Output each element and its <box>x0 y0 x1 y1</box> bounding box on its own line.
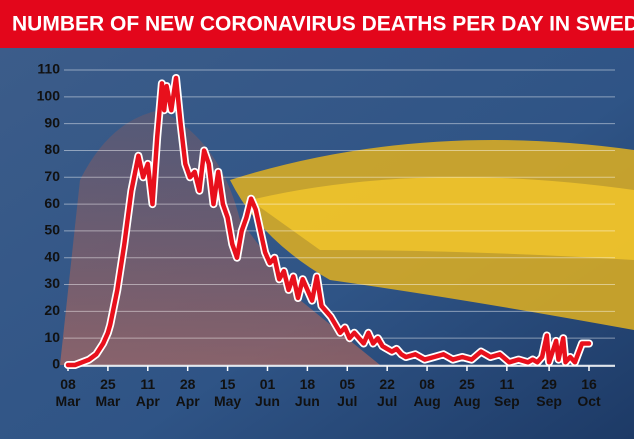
line <box>65 75 592 368</box>
x-tick-label-day: 11 <box>140 376 155 392</box>
x-tick-label-month: Mar <box>56 393 81 409</box>
y-tick-label: 10 <box>44 329 60 345</box>
x-tick-label-day: 25 <box>100 376 116 392</box>
x-tick-label: 25 Aug <box>453 376 480 409</box>
x-tick-label: 16 Oct <box>577 376 601 409</box>
x-tick-label: 01 Jun <box>255 376 280 409</box>
x-tick-label-month: Sep <box>494 393 520 409</box>
x-tick-label-day: 16 <box>581 376 597 392</box>
y-tick-label: 0 <box>52 356 60 372</box>
x-tick-label-month: Oct <box>577 393 601 409</box>
x-tick-label-month: Apr <box>176 393 201 409</box>
chart-title: NUMBER OF NEW CORONAVIRUS DEATHS PER DAY… <box>12 13 634 36</box>
x-tick-label-day: 28 <box>180 376 196 392</box>
x-tick-label-day: 25 <box>459 376 475 392</box>
flag-band-light <box>250 177 634 260</box>
x-tick-label: 22 Jul <box>377 376 397 409</box>
x-tick-label-day: 29 <box>541 376 557 392</box>
x-tick-label-month: Jul <box>377 393 397 409</box>
y-tick-label: 70 <box>44 168 60 184</box>
x-tick-label-day: 11 <box>499 376 514 392</box>
x-tick-label: 25 Mar <box>95 376 120 409</box>
y-tick-label: 100 <box>37 88 61 104</box>
x-tick-label-month: Jul <box>337 393 357 409</box>
x-tick-label: 08 Mar <box>56 376 81 409</box>
x-tick-label-month: Aug <box>453 393 480 409</box>
x-tick-label-month: Apr <box>136 393 161 409</box>
y-tick-label: 80 <box>44 141 60 157</box>
x-tick-label: 05 Jul <box>337 376 357 409</box>
x-tick-label-month: May <box>214 393 241 409</box>
x-tick-label: 15 May <box>214 376 241 409</box>
x-tick-label: 08 Aug <box>413 376 440 409</box>
y-tick-label: 90 <box>44 114 60 130</box>
x-tick-label-month: Sep <box>536 393 562 409</box>
x-tick-label-day: 15 <box>220 376 236 392</box>
x-tick-label-day: 08 <box>419 376 435 392</box>
x-tick-label-month: Aug <box>413 393 440 409</box>
x-tick-label: 11 Apr <box>136 376 161 409</box>
title-bar <box>0 0 634 48</box>
x-tick-label-month: Mar <box>95 393 120 409</box>
x-tick-label-day: 08 <box>60 376 76 392</box>
x-tick-label-month: Jun <box>255 393 280 409</box>
x-tick-label: 29 Sep <box>536 376 562 409</box>
x-tick-label-day: 22 <box>379 376 395 392</box>
x-tick-label: 28 Apr <box>176 376 201 409</box>
x-tick-label-day: 05 <box>339 376 355 392</box>
y-tick-label: 30 <box>44 275 60 291</box>
y-tick-label: 40 <box>44 248 60 264</box>
x-tick-label: 18 Jun <box>295 376 320 409</box>
y-tick-label: 50 <box>44 222 60 238</box>
x-tick-label-day: 01 <box>260 376 276 392</box>
x-tick-label-day: 18 <box>300 376 316 392</box>
y-tick-label: 110 <box>37 61 60 77</box>
x-tick-label: 11 Sep <box>494 376 520 409</box>
y-tick-label: 20 <box>44 302 60 318</box>
y-tick-label: 60 <box>44 195 60 211</box>
x-tick-label-month: Jun <box>295 393 320 409</box>
